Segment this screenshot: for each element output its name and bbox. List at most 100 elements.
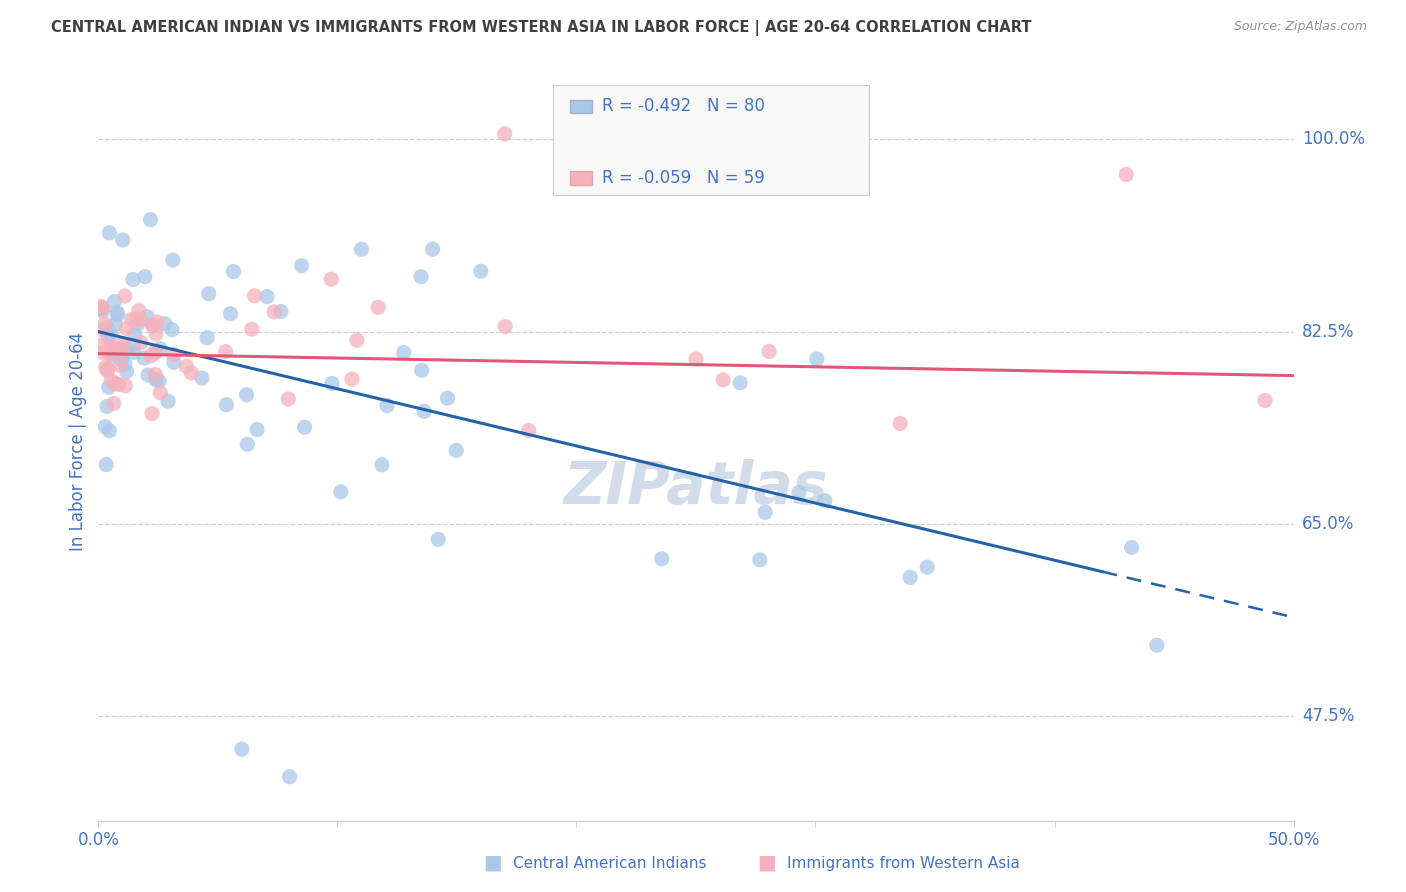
Point bbox=[97, 329, 120, 343]
Point bbox=[494, 319, 516, 334]
Point bbox=[104, 317, 127, 331]
Point bbox=[111, 233, 134, 247]
Point bbox=[392, 345, 415, 359]
Point bbox=[176, 359, 198, 374]
Point bbox=[470, 264, 492, 278]
Point bbox=[346, 333, 368, 347]
Point bbox=[139, 212, 162, 227]
Text: ▪: ▪ bbox=[756, 849, 776, 878]
Point bbox=[98, 424, 121, 438]
Point bbox=[1121, 541, 1143, 555]
Point bbox=[367, 301, 389, 315]
Point bbox=[145, 326, 167, 341]
Point bbox=[215, 344, 238, 359]
Point bbox=[321, 272, 343, 286]
Text: 82.5%: 82.5% bbox=[1302, 323, 1354, 341]
Point bbox=[134, 269, 156, 284]
Point bbox=[122, 272, 145, 286]
Point bbox=[294, 420, 316, 434]
Point bbox=[277, 392, 299, 406]
Point bbox=[107, 307, 129, 321]
Point bbox=[128, 303, 150, 318]
Point bbox=[101, 341, 124, 355]
Point bbox=[411, 363, 433, 377]
Point bbox=[256, 290, 278, 304]
Text: 47.5%: 47.5% bbox=[1302, 707, 1354, 725]
Point bbox=[100, 327, 122, 342]
Point bbox=[114, 378, 136, 392]
Point bbox=[112, 337, 135, 351]
Point bbox=[1146, 638, 1168, 652]
Point bbox=[114, 289, 136, 303]
Text: R = -0.492   N = 80: R = -0.492 N = 80 bbox=[602, 97, 765, 115]
Point bbox=[100, 374, 122, 388]
Text: R = -0.059   N = 59: R = -0.059 N = 59 bbox=[602, 169, 765, 186]
Point bbox=[146, 315, 169, 329]
Point bbox=[728, 376, 751, 390]
Point bbox=[270, 304, 292, 318]
Point bbox=[191, 371, 214, 385]
Point bbox=[148, 374, 170, 388]
Point bbox=[413, 404, 436, 418]
Point bbox=[96, 400, 118, 414]
Point bbox=[157, 394, 180, 409]
Point bbox=[235, 388, 257, 402]
Point bbox=[321, 376, 343, 391]
Point bbox=[103, 294, 125, 309]
Point bbox=[758, 344, 780, 359]
Point bbox=[90, 299, 112, 313]
Point bbox=[98, 226, 121, 240]
Point bbox=[350, 242, 373, 256]
Point bbox=[122, 338, 145, 352]
Point bbox=[129, 335, 152, 350]
Point bbox=[754, 505, 776, 519]
Point bbox=[94, 419, 117, 434]
Point bbox=[142, 318, 165, 333]
Point bbox=[111, 344, 134, 359]
Point bbox=[101, 348, 124, 362]
Point bbox=[127, 317, 149, 331]
Point bbox=[153, 317, 176, 331]
Point bbox=[517, 424, 540, 438]
Point bbox=[108, 342, 131, 356]
Point bbox=[108, 377, 131, 392]
Point bbox=[236, 437, 259, 451]
Point bbox=[1115, 168, 1137, 182]
Point bbox=[915, 560, 938, 574]
Point bbox=[195, 331, 218, 345]
Point bbox=[94, 360, 117, 375]
Point bbox=[215, 398, 238, 412]
Point bbox=[121, 312, 143, 326]
Point bbox=[163, 347, 186, 361]
Point bbox=[110, 352, 132, 367]
Point bbox=[371, 458, 394, 472]
Point bbox=[278, 770, 301, 784]
Point bbox=[711, 373, 734, 387]
Point bbox=[427, 533, 450, 547]
Point bbox=[96, 458, 118, 472]
FancyBboxPatch shape bbox=[553, 85, 869, 195]
Point bbox=[685, 352, 707, 367]
Point bbox=[748, 553, 770, 567]
Point bbox=[898, 570, 921, 584]
Point bbox=[91, 323, 114, 337]
Point bbox=[375, 399, 398, 413]
Point bbox=[787, 485, 810, 500]
Text: Immigrants from Western Asia: Immigrants from Western Asia bbox=[787, 856, 1021, 871]
Point bbox=[90, 301, 112, 316]
Point bbox=[131, 313, 153, 327]
Point bbox=[93, 346, 115, 360]
Point bbox=[145, 368, 167, 382]
Point bbox=[97, 380, 120, 394]
Text: ZIPatlas: ZIPatlas bbox=[564, 458, 828, 516]
Point bbox=[411, 269, 433, 284]
Point bbox=[291, 259, 314, 273]
Point bbox=[814, 493, 837, 508]
FancyBboxPatch shape bbox=[571, 100, 592, 113]
Point bbox=[240, 322, 263, 336]
Point bbox=[105, 305, 128, 319]
Point bbox=[132, 351, 155, 365]
Point bbox=[1254, 393, 1277, 408]
Point bbox=[115, 321, 138, 335]
Point bbox=[91, 304, 114, 318]
